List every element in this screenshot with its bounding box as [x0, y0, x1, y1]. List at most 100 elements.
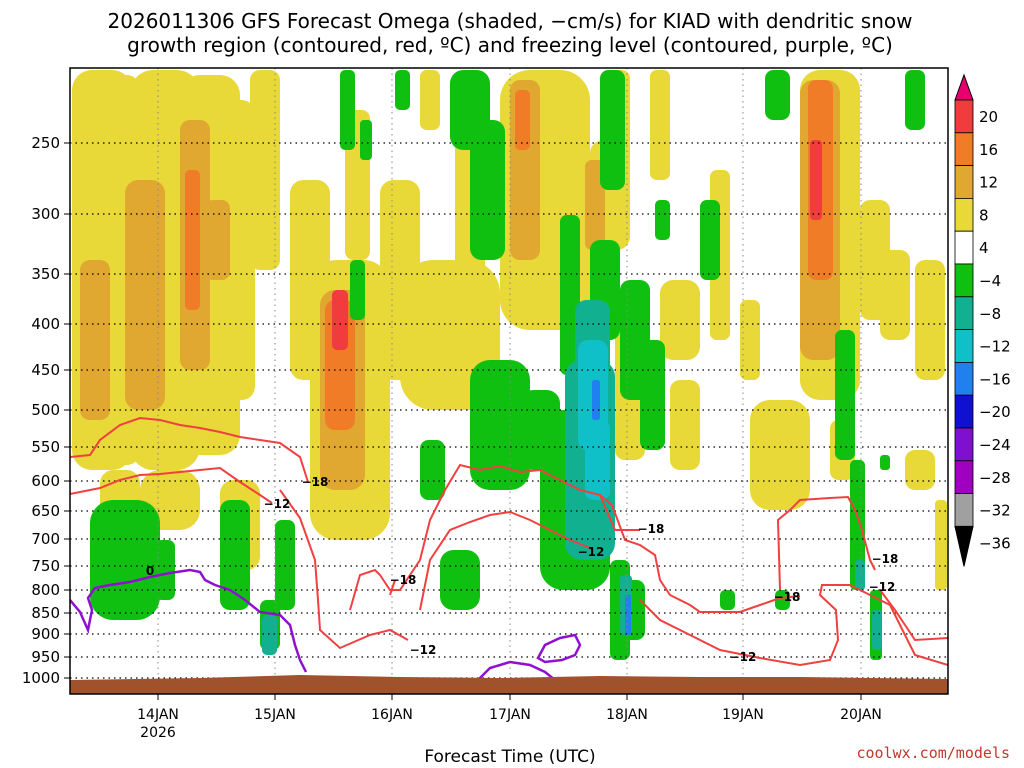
x-tick-label: 15JAN — [254, 707, 296, 723]
omega-cell-teal — [872, 610, 882, 650]
omega-cell-green — [640, 340, 665, 450]
colorbar-swatch — [954, 132, 974, 167]
y-tick-label: 850 — [31, 604, 60, 622]
dgz-contour-4 — [349, 463, 640, 611]
omega-cell-green — [775, 590, 790, 610]
y-tick-label: 900 — [31, 625, 60, 643]
omega-cell-yellow — [670, 380, 700, 470]
omega-cell-green — [340, 70, 355, 150]
chart-title-line2: growth region (contoured, red, ºC) and f… — [127, 33, 893, 57]
contour-label: −18 — [638, 522, 665, 536]
x-tick-label: 16JAN — [371, 707, 413, 723]
colorbar-top-arrow — [954, 73, 974, 101]
contour-label: −18 — [774, 590, 801, 604]
x-tick-label: 20JAN — [840, 707, 882, 723]
y-tick-label: 500 — [31, 401, 60, 419]
y-tick-label: 350 — [31, 265, 60, 283]
colorbar-swatch — [954, 361, 974, 396]
contour-label: −18 — [390, 573, 417, 587]
omega-cell-green — [905, 70, 925, 130]
colorbar-swatch — [954, 165, 974, 199]
omega-cell-green — [360, 120, 372, 160]
omega-cell-green — [155, 540, 175, 600]
omega-cell-green — [600, 70, 625, 190]
omega-cell-green — [835, 330, 855, 460]
colorbar-swatch — [954, 296, 974, 330]
colorbar-label: 16 — [979, 141, 998, 159]
omega-cell-red — [810, 140, 822, 220]
omega-cell-orange — [205, 200, 230, 280]
colorbar-label: −36 — [979, 534, 1011, 552]
omega-cell-yellow — [215, 100, 255, 400]
colorbar-swatch — [954, 99, 974, 134]
y-tick-label: 950 — [31, 648, 60, 666]
omega-cell-green — [395, 70, 410, 110]
colorbar-label: −12 — [979, 338, 1011, 356]
omega-cell-green — [220, 500, 250, 610]
terrain-ground — [70, 675, 948, 694]
dgz-contour-3 — [279, 489, 409, 650]
colorbar-label: −20 — [979, 403, 1011, 421]
colorbar-swatch — [954, 230, 974, 265]
omega-cell-yellow — [660, 280, 700, 360]
x-tick-label: 17JAN — [489, 707, 531, 723]
dgz-contour-2 — [70, 466, 273, 504]
freezing-contour-1 — [70, 568, 308, 673]
colorbar-label: −28 — [979, 469, 1011, 487]
colorbar-swatch — [954, 394, 974, 429]
y-axis: 250 300 350 400 450 500 550 600 650 700 750 800 850 9… — [22, 134, 70, 687]
colorbar-label: 20 — [979, 108, 998, 126]
colorbar-label: −32 — [979, 502, 1011, 520]
omega-cell-orange — [125, 180, 165, 410]
dgz-contour-8 — [639, 584, 948, 667]
omega-cell-dark-orange — [515, 90, 530, 150]
omega-cell-teal — [855, 560, 865, 590]
colorbar-label: −4 — [979, 272, 1001, 290]
colorbar-label: 4 — [979, 239, 989, 257]
omega-cell-green — [700, 200, 720, 280]
colorbar-label: −8 — [979, 305, 1001, 323]
colorbar-swatch — [954, 197, 974, 232]
contour-label: −12 — [264, 497, 291, 511]
x-tick-label: 14JAN — [137, 707, 179, 723]
omega-cell-green — [90, 500, 160, 620]
contour-label: −12 — [410, 643, 437, 657]
dgz-contour-5 — [389, 579, 396, 596]
omega-cell-dark-orange — [185, 170, 200, 310]
colorbar-label: 8 — [979, 206, 989, 224]
x-axis: 14JAN 15JAN 16JAN 17JAN 18JAN 19JAN 20JAN 2026 — [137, 694, 882, 741]
dgz-contour-6 — [419, 510, 591, 611]
x-tick-label: 19JAN — [722, 707, 764, 723]
credit-text: coolwx.com/models — [856, 744, 1010, 762]
omega-cell-green — [655, 200, 670, 240]
omega-cell-green — [470, 120, 505, 260]
colorbar-swatch — [954, 427, 974, 462]
contours — [70, 416, 948, 681]
omega-cell-blue — [592, 380, 600, 420]
omega-cell-cyan — [585, 420, 610, 500]
x-year-label: 2026 — [140, 725, 176, 741]
y-tick-label: 250 — [31, 134, 60, 152]
omega-cell-green — [470, 360, 530, 490]
y-tick-label: 750 — [31, 557, 60, 575]
x-tick-label: 18JAN — [606, 707, 648, 723]
colorbar-label: −16 — [979, 370, 1011, 388]
y-tick-label: 800 — [31, 581, 60, 599]
contour-label: −12 — [578, 545, 605, 559]
contour-labels: −18 −12 −18 −12 −12 −18 −18 −12 −18 −12 … — [146, 475, 899, 664]
colorbar-swatch — [954, 493, 974, 527]
omega-cell-teal — [262, 615, 277, 655]
colorbar-label: −24 — [979, 436, 1011, 454]
omega-cell-green — [720, 590, 735, 610]
omega-cell-green — [350, 260, 365, 320]
omega-cell-orange — [585, 160, 605, 250]
omega-cell-green — [275, 520, 295, 610]
omega-cell-blue — [625, 595, 631, 635]
plot-frame — [69, 67, 949, 695]
contour-label: −12 — [730, 650, 757, 664]
omega-cell-yellow — [420, 70, 440, 130]
omega-cell-yellow — [915, 260, 945, 380]
contour-label: 0 — [146, 564, 154, 578]
freezing-contour-3 — [536, 633, 582, 664]
dgz-contour-10 — [879, 589, 948, 642]
